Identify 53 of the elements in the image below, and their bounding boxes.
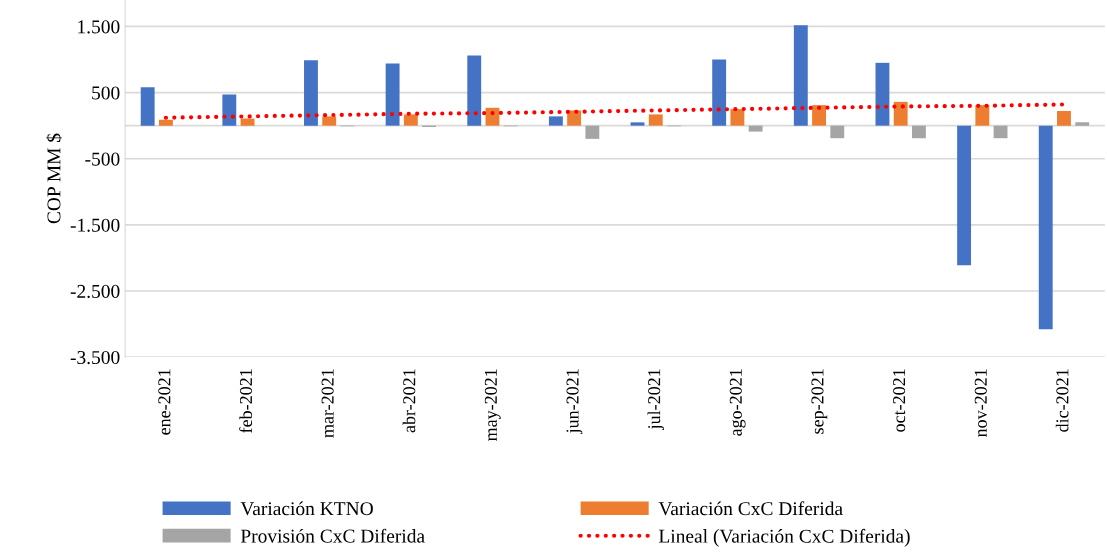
bar xyxy=(893,101,908,126)
x-tick-label: sep-2021 xyxy=(811,369,828,434)
bar xyxy=(793,25,808,126)
x-tick-label: jun-2021 xyxy=(566,369,583,434)
y-tick-label: 500 xyxy=(92,86,120,100)
bar xyxy=(993,125,1008,139)
bar xyxy=(630,122,645,126)
bar xyxy=(1075,122,1090,126)
y-tick-label: -1.500 xyxy=(70,218,120,232)
bar xyxy=(140,87,155,126)
legend-label: Lineal (Variación CxC Diferida) xyxy=(658,528,910,547)
bar xyxy=(222,94,237,126)
x-tick-label: ene-2021 xyxy=(158,369,171,435)
bar xyxy=(648,114,663,126)
bar xyxy=(304,60,318,126)
y-tick-label: -3.500 xyxy=(70,350,120,365)
bar xyxy=(830,125,845,139)
y-tick-label: -500 xyxy=(85,152,120,166)
bar xyxy=(712,59,727,126)
bar xyxy=(548,116,563,126)
x-tick-label: dic-2021 xyxy=(1055,369,1069,432)
bar xyxy=(875,62,890,126)
bar xyxy=(975,105,990,126)
legend-label: Provisión CxC Diferida xyxy=(240,528,425,543)
bar xyxy=(1057,111,1071,126)
x-tick-label: oct-2021 xyxy=(893,369,906,432)
x-tick-label: feb-2021 xyxy=(239,369,253,433)
x-tick-label: jul-2021 xyxy=(647,369,664,430)
y-tick-label: 1.500 xyxy=(78,20,120,34)
bar xyxy=(403,114,418,126)
legend-label: Variación CxC Diferida xyxy=(658,501,843,516)
bar xyxy=(911,125,926,139)
bar xyxy=(240,118,255,126)
bar xyxy=(957,125,972,266)
bar xyxy=(158,119,173,126)
x-tick-label: nov-2021 xyxy=(974,369,987,438)
x-tick-label: may-2021 xyxy=(484,369,501,442)
x-tick-label: mar-2021 xyxy=(321,369,334,438)
y-axis-title: COP MM $ xyxy=(46,133,62,224)
bar xyxy=(467,55,482,126)
bar xyxy=(1038,125,1053,330)
bar xyxy=(385,63,400,126)
x-tick-label: ago-2021 xyxy=(729,369,746,436)
y-tick-label: -2.500 xyxy=(70,284,120,299)
bar xyxy=(748,125,763,132)
bar xyxy=(322,116,337,126)
legend-label: Variación KTNO xyxy=(240,501,373,516)
line-series xyxy=(163,102,1067,120)
bar xyxy=(812,105,826,126)
bar xyxy=(730,109,745,126)
bar xyxy=(585,125,600,139)
x-tick-label: abr-2021 xyxy=(402,369,416,433)
bar xyxy=(485,107,500,126)
